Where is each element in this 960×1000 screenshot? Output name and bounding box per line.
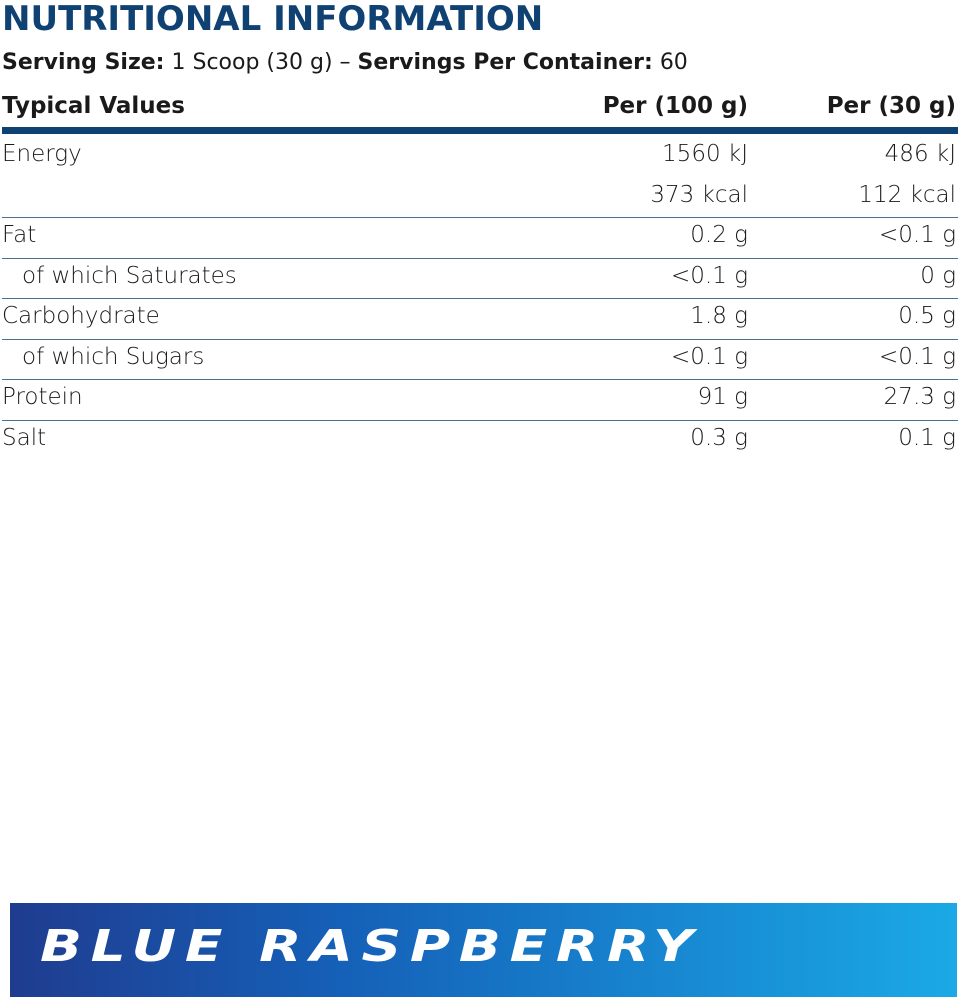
title: NUTRITIONAL INFORMATION bbox=[2, 0, 544, 39]
separator: – bbox=[339, 50, 351, 75]
value-per-serving: 486 kJ bbox=[884, 141, 956, 167]
column-header: Typical Values bbox=[2, 93, 185, 119]
nutrient-label: Fat bbox=[2, 222, 37, 248]
value-per-serving: 0.1 g bbox=[898, 424, 956, 451]
nutrient-label: of which Saturates bbox=[22, 262, 237, 289]
value-per-serving: <0.1 g bbox=[879, 222, 956, 248]
column-header: Per (100 g) bbox=[602, 93, 748, 119]
row-rule bbox=[2, 257, 958, 259]
serving-line: Serving Size: 1 Scoop (30 g) – Servings … bbox=[2, 52, 688, 74]
servings-per-container: 60 bbox=[659, 50, 688, 75]
value-per-100g: 1.8 g bbox=[690, 303, 748, 329]
flavor-banner: BLUE RASPBERRY bbox=[10, 903, 957, 997]
value-per-100g: <0.1 g bbox=[671, 262, 748, 289]
nutrient-label: of which Sugars bbox=[22, 343, 205, 370]
flavor: BLUE RASPBERRY bbox=[40, 921, 702, 972]
column-header: Per (30 g) bbox=[826, 93, 956, 119]
value-per-100g: 0.2 g bbox=[690, 222, 748, 248]
row-rule bbox=[2, 419, 958, 421]
header-rule bbox=[2, 127, 958, 134]
row-rule bbox=[2, 298, 958, 299]
value-per-serving: <0.1 g bbox=[879, 343, 956, 370]
nutrient-label: Energy bbox=[2, 141, 82, 167]
value-per-100g: 91 g bbox=[697, 384, 748, 410]
nutrient-label: Salt bbox=[2, 424, 47, 451]
value-per-serving: 0.5 g bbox=[898, 303, 956, 329]
serving-size: 1 Scoop (30 g) bbox=[171, 50, 333, 75]
row-rule bbox=[2, 217, 958, 218]
servings-per-container-label: Servings Per Container: bbox=[357, 50, 653, 75]
value-per-serving: 0 g bbox=[920, 262, 956, 289]
value-per-100g: 1560 kJ bbox=[662, 141, 748, 167]
serving-size-label: Serving Size: bbox=[2, 50, 165, 75]
value-per-100g: <0.1 g bbox=[671, 343, 748, 370]
value-per-serving: 27.3 g bbox=[883, 384, 956, 410]
value-per-serving: 112 kcal bbox=[858, 181, 956, 208]
value-per-100g: 0.3 g bbox=[690, 424, 748, 451]
value-per-100g: 373 kcal bbox=[650, 181, 748, 208]
row-rule bbox=[2, 338, 958, 340]
nutrient-label: Carbohydrate bbox=[2, 303, 160, 329]
nutrient-label: Protein bbox=[2, 384, 83, 410]
row-rule bbox=[2, 379, 958, 380]
